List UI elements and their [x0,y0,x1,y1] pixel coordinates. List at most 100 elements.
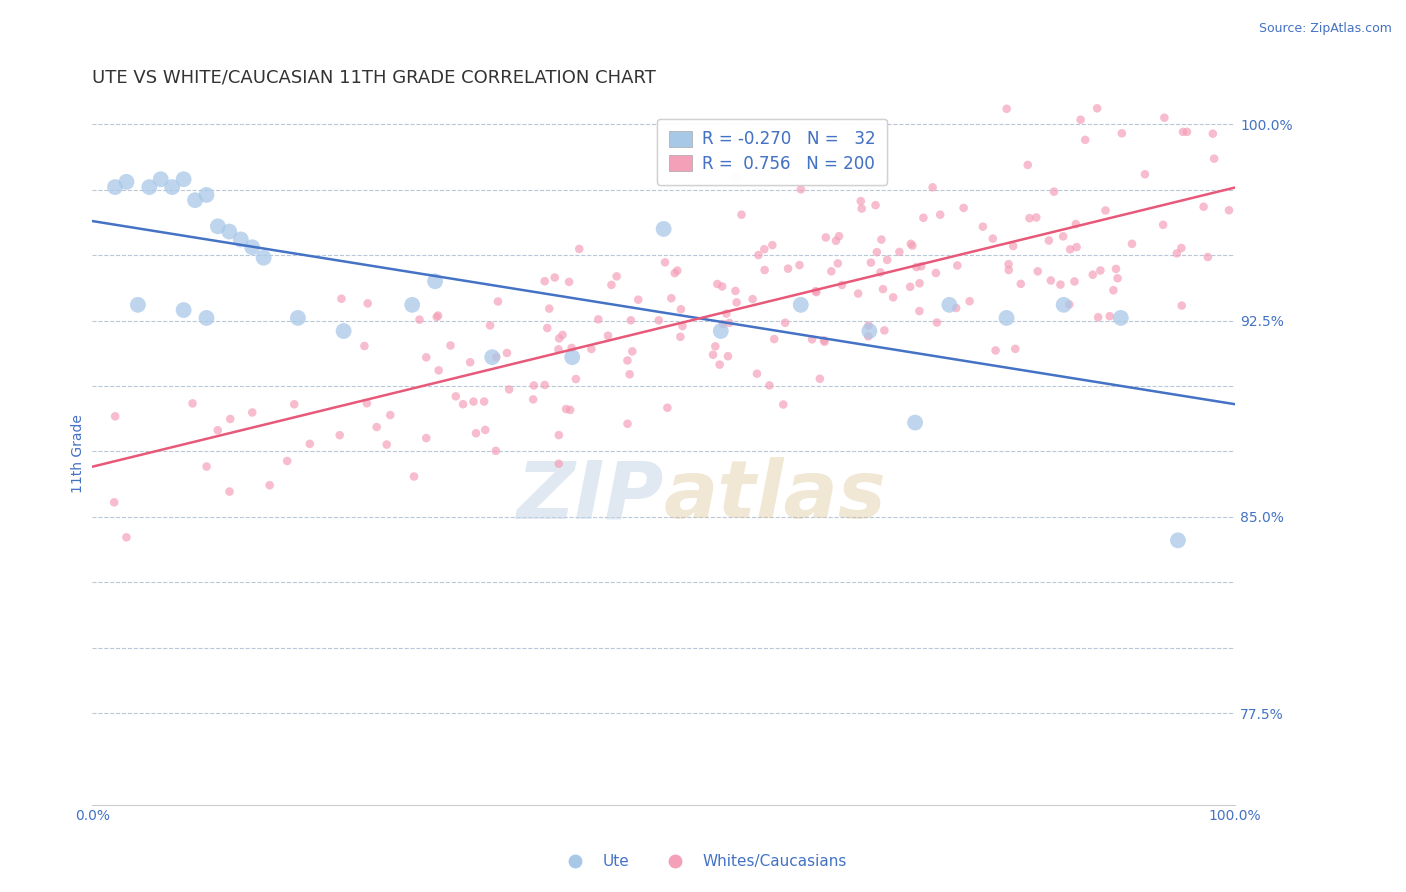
Point [207,219,229,234]
Point [858,329,880,343]
Point [426,310,449,324]
Point [558,275,581,289]
Point [1152,218,1174,232]
Point [138,180,160,194]
Point [1090,263,1112,277]
Point [115,175,138,189]
Text: ZIP: ZIP [516,457,664,535]
Point [218,225,240,239]
Point [889,244,911,259]
Point [485,443,508,458]
Point [789,258,811,272]
Point [276,454,298,468]
Point [538,301,561,316]
Point [773,316,796,330]
Point [1107,271,1129,285]
Point [561,341,583,355]
Point [747,248,769,262]
Point [474,423,496,437]
Point [741,292,763,306]
Point [408,312,430,326]
Point [596,328,619,343]
Point [568,242,591,256]
Text: atlas: atlas [664,457,886,535]
Point [725,295,748,310]
Point [1085,101,1108,115]
Point [652,222,675,236]
Point [831,277,853,292]
Point [995,310,1018,325]
Point [1204,152,1226,166]
Point [1038,234,1060,248]
Point [160,180,183,194]
Point [669,302,692,317]
Point [804,284,827,298]
Point [1109,310,1132,325]
Point [356,396,378,410]
Point [1192,200,1215,214]
Point [195,310,218,325]
Point [1010,277,1032,291]
Point [981,231,1004,245]
Point [1039,273,1062,287]
Point [181,396,204,410]
Point [1066,240,1088,254]
Point [806,285,828,299]
Point [427,363,450,377]
Legend: Ute, Whites/Caucasians: Ute, Whites/Caucasians [554,848,852,875]
Point [869,265,891,279]
Point [997,257,1019,271]
Point [195,459,218,474]
Point [669,330,692,344]
Point [1111,126,1133,140]
Point [1171,125,1194,139]
Point [1218,203,1240,218]
Point [702,348,724,362]
Point [858,318,880,333]
Point [1133,167,1156,181]
Point [657,401,679,415]
Point [851,202,873,216]
Point [485,350,508,364]
Point [1070,112,1092,127]
Point [813,334,835,349]
Point [533,378,555,392]
Point [548,331,571,345]
Point [1081,268,1104,282]
Point [479,318,502,333]
Point [600,277,623,292]
Point [330,292,353,306]
Text: Source: ZipAtlas.com: Source: ZipAtlas.com [1258,22,1392,36]
Point [173,172,195,186]
Point [725,170,748,185]
Point [814,230,837,244]
Point [498,383,520,397]
Point [463,394,485,409]
Point [560,403,582,417]
Point [921,180,943,194]
Point [929,208,952,222]
Point [547,343,569,357]
Point [865,198,887,212]
Point [1167,533,1189,548]
Point [828,229,851,244]
Point [825,234,848,248]
Point [533,274,555,288]
Point [259,478,281,492]
Point [1002,239,1025,253]
Point [621,344,644,359]
Point [972,219,994,234]
Point [876,252,898,267]
Point [984,343,1007,358]
Point [849,194,872,208]
Point [901,238,924,252]
Point [1202,127,1225,141]
Point [458,355,481,369]
Point [451,397,474,411]
Point [1175,125,1198,139]
Point [908,304,931,318]
Point [415,431,437,445]
Point [997,263,1019,277]
Point [1149,72,1171,87]
Point [852,139,875,153]
